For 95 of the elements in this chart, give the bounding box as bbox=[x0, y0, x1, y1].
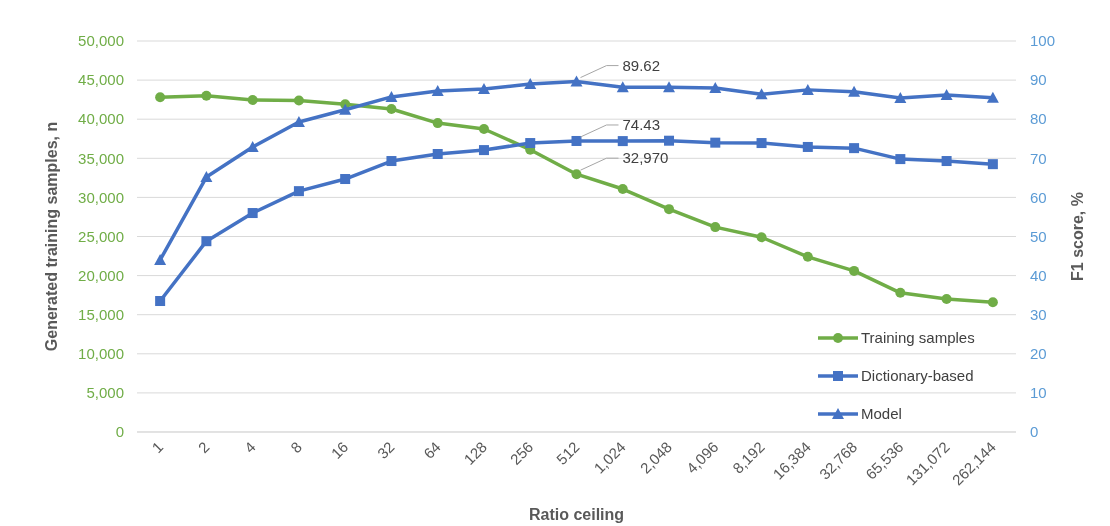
point bbox=[524, 78, 537, 90]
y-tick-label: 35,000 bbox=[78, 149, 124, 167]
point bbox=[802, 141, 813, 152]
data-label: 89.62 bbox=[622, 56, 661, 74]
point bbox=[895, 287, 906, 298]
point bbox=[849, 265, 860, 276]
point bbox=[292, 115, 305, 127]
y-tick-label: 0 bbox=[115, 423, 124, 441]
point bbox=[616, 81, 629, 93]
point bbox=[801, 83, 814, 95]
data-label: 74.43 bbox=[622, 115, 661, 133]
point bbox=[986, 91, 999, 103]
point bbox=[940, 88, 953, 100]
point bbox=[340, 174, 351, 185]
point bbox=[571, 135, 582, 146]
point bbox=[431, 85, 444, 97]
point bbox=[941, 156, 952, 167]
y2-tick-label: 90 bbox=[1030, 71, 1047, 89]
point bbox=[477, 83, 490, 95]
point bbox=[385, 90, 398, 102]
y-tick-label: 5,000 bbox=[86, 384, 124, 402]
point bbox=[525, 138, 536, 149]
point bbox=[570, 75, 583, 87]
point bbox=[664, 135, 675, 146]
point bbox=[155, 296, 166, 307]
point bbox=[293, 95, 304, 106]
point bbox=[755, 88, 768, 100]
legend-label: Model bbox=[861, 405, 902, 423]
x-tick-label: 512 bbox=[552, 438, 583, 468]
point bbox=[201, 90, 212, 101]
point bbox=[247, 95, 258, 106]
point bbox=[201, 236, 212, 247]
x-tick-label: 1 bbox=[148, 438, 167, 457]
point bbox=[571, 169, 582, 180]
point bbox=[894, 92, 907, 104]
point bbox=[709, 81, 722, 93]
point bbox=[710, 222, 721, 233]
y2-tick-label: 80 bbox=[1030, 110, 1047, 128]
point bbox=[987, 297, 998, 308]
y2-tick-label: 50 bbox=[1030, 227, 1047, 245]
y2-tick-label: 70 bbox=[1030, 149, 1047, 167]
y-tick-label: 15,000 bbox=[78, 305, 124, 323]
point bbox=[617, 184, 628, 195]
y-tick-label: 25,000 bbox=[78, 227, 124, 245]
point bbox=[663, 81, 676, 93]
point bbox=[849, 143, 860, 154]
y2-tick-label: 100 bbox=[1030, 32, 1056, 50]
point bbox=[895, 154, 906, 165]
point bbox=[478, 123, 489, 134]
x-axis-title: Ratio ceiling bbox=[528, 506, 625, 523]
data-label: 32,970 bbox=[622, 149, 669, 167]
point bbox=[941, 294, 952, 305]
point bbox=[247, 208, 258, 219]
point bbox=[386, 156, 397, 167]
point bbox=[386, 104, 397, 115]
point bbox=[432, 118, 443, 129]
point bbox=[478, 145, 489, 156]
point bbox=[339, 103, 352, 115]
x-tick-label: 8 bbox=[287, 438, 306, 457]
x-tick-label: 2 bbox=[194, 438, 213, 457]
y-axis-title: Generated training samples, n bbox=[43, 121, 60, 352]
y-tick-label: 45,000 bbox=[78, 71, 124, 89]
legend-label: Dictionary-based bbox=[861, 367, 974, 385]
point bbox=[154, 253, 167, 265]
point bbox=[617, 136, 628, 147]
point bbox=[432, 149, 443, 159]
y2-axis-title: F1 score, % bbox=[1069, 192, 1086, 281]
y-tick-label: 30,000 bbox=[78, 188, 124, 206]
point bbox=[664, 204, 675, 215]
x-tick-label: 16 bbox=[327, 438, 352, 462]
x-tick-label: 256 bbox=[506, 438, 537, 468]
y-tick-label: 50,000 bbox=[78, 32, 124, 50]
y2-tick-label: 10 bbox=[1030, 384, 1047, 402]
x-tick-label: 32 bbox=[373, 438, 398, 462]
point bbox=[710, 137, 721, 148]
point bbox=[200, 171, 213, 183]
y2-tick-label: 0 bbox=[1030, 423, 1039, 441]
legend-label: Training samples bbox=[861, 329, 975, 347]
point bbox=[155, 92, 166, 103]
point bbox=[848, 85, 861, 97]
point bbox=[293, 186, 304, 197]
y2-tick-label: 40 bbox=[1030, 266, 1047, 284]
x-tick-label: 128 bbox=[460, 438, 491, 468]
y-tick-label: 10,000 bbox=[78, 345, 124, 363]
point bbox=[987, 159, 998, 170]
y-tick-label: 40,000 bbox=[78, 110, 124, 128]
y2-tick-label: 20 bbox=[1030, 345, 1047, 363]
point bbox=[802, 251, 813, 262]
y2-tick-label: 60 bbox=[1030, 188, 1047, 206]
y2-tick-label: 30 bbox=[1030, 305, 1047, 323]
x-tick-label: 4 bbox=[240, 438, 259, 457]
point bbox=[756, 138, 767, 149]
point bbox=[756, 232, 767, 243]
x-tick-label: 64 bbox=[420, 438, 444, 462]
y-tick-label: 20,000 bbox=[78, 266, 124, 284]
